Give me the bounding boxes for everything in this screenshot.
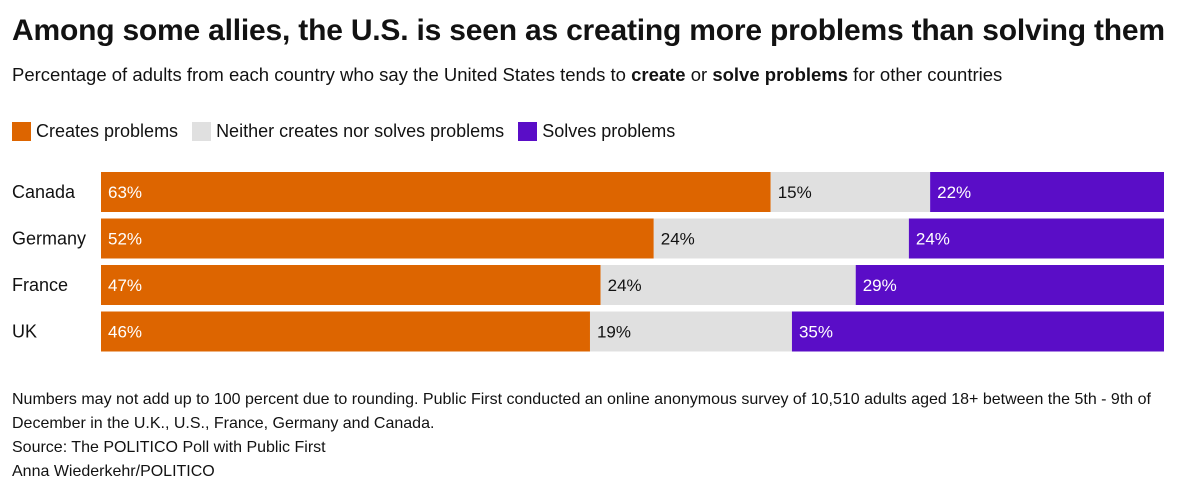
subtitle-bold-solve: solve problems bbox=[712, 64, 849, 85]
source-note: Source: The POLITICO Poll with Public Fi… bbox=[12, 439, 326, 456]
data-label-germany-series-2: 24% bbox=[916, 230, 950, 249]
bar-france-series-2 bbox=[855, 265, 1164, 305]
category-label-germany: Germany bbox=[12, 229, 86, 249]
subtitle-text-mid: or bbox=[685, 64, 713, 85]
stacked-bar-chart: Canada 63% 15% 22% Germany 52% 24% 24% France 47%… bbox=[12, 172, 1164, 352]
legend-label-neither: Neither creates nor solves problems bbox=[216, 121, 505, 141]
bar-germany-series-2 bbox=[908, 218, 1164, 259]
legend-swatch-solves bbox=[518, 122, 538, 141]
subtitle-text-start: Percentage of adults from each country w… bbox=[12, 64, 632, 85]
data-label-canada-series-2: 22% bbox=[937, 183, 971, 202]
credit-note: Anna Wiederkehr/POLITICO bbox=[12, 463, 215, 480]
data-label-france-series-0: 47% bbox=[108, 276, 142, 295]
bar-uk-series-2 bbox=[791, 311, 1164, 352]
legend-label-solves: Solves problems bbox=[542, 121, 676, 141]
bar-canada-series-2 bbox=[930, 172, 1164, 212]
bar-germany-series-1 bbox=[653, 218, 909, 259]
data-label-canada-series-0: 63% bbox=[108, 183, 142, 202]
bar-germany-series-0 bbox=[101, 218, 654, 259]
subtitle-bold-create: create bbox=[631, 64, 686, 85]
legend: Creates problems Neither creates nor sol… bbox=[12, 121, 689, 142]
category-label-canada: Canada bbox=[12, 182, 76, 202]
data-label-germany-series-0: 52% bbox=[108, 230, 142, 249]
legend-item-creates: Creates problems bbox=[12, 121, 178, 142]
chart-title: Among some allies, the U.S. is seen as c… bbox=[12, 14, 1165, 47]
bar-uk-series-0 bbox=[101, 311, 590, 352]
data-label-germany-series-1: 24% bbox=[661, 230, 695, 249]
bar-uk-series-1 bbox=[589, 311, 792, 352]
bar-france-series-1 bbox=[600, 265, 856, 305]
bar-france-series-0 bbox=[101, 265, 601, 305]
data-label-uk-series-1: 19% bbox=[597, 323, 631, 342]
bar-canada-series-1 bbox=[770, 172, 931, 212]
subtitle-text-end: for other countries bbox=[848, 64, 1003, 85]
category-label-uk: UK bbox=[12, 322, 37, 342]
legend-label-creates: Creates problems bbox=[36, 121, 179, 141]
data-label-uk-series-2: 35% bbox=[799, 323, 833, 342]
legend-swatch-neither bbox=[192, 122, 212, 141]
chart-subtitle: Percentage of adults from each country w… bbox=[12, 64, 1002, 86]
data-label-uk-series-0: 46% bbox=[108, 323, 142, 342]
data-label-canada-series-1: 15% bbox=[778, 183, 812, 202]
legend-swatch-creates bbox=[12, 122, 31, 141]
bar-canada-series-0 bbox=[101, 172, 771, 212]
data-label-france-series-1: 24% bbox=[608, 276, 642, 295]
data-label-france-series-2: 29% bbox=[863, 276, 897, 295]
legend-item-neither: Neither creates nor solves problems bbox=[192, 121, 504, 142]
legend-item-solves: Solves problems bbox=[518, 121, 675, 142]
methodology-note: Numbers may not add up to 100 percent du… bbox=[12, 391, 1151, 432]
chart-notes: Numbers may not add up to 100 percent du… bbox=[12, 388, 1177, 484]
category-label-france: France bbox=[12, 275, 68, 295]
